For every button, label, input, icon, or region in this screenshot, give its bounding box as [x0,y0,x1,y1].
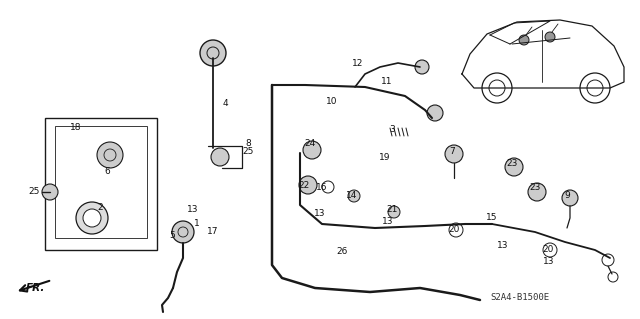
Circle shape [388,206,400,218]
Text: 3: 3 [389,125,395,135]
Text: 20: 20 [542,246,554,255]
Circle shape [445,145,463,163]
Circle shape [42,184,58,200]
Circle shape [97,142,123,168]
Text: 4: 4 [222,99,228,108]
Circle shape [299,176,317,194]
Circle shape [519,35,529,45]
Text: 16: 16 [316,182,328,191]
Text: 15: 15 [486,213,498,222]
Text: 13: 13 [382,218,394,226]
Text: 18: 18 [70,122,82,131]
Text: 2: 2 [97,204,103,212]
Text: 1: 1 [194,219,200,228]
Circle shape [200,40,226,66]
Text: 12: 12 [352,58,364,68]
Text: 5: 5 [169,232,175,241]
Text: 7: 7 [449,147,455,157]
Text: 8: 8 [245,138,251,147]
Text: 22: 22 [298,181,310,189]
Bar [55,126,147,238]
Circle shape [415,60,429,74]
Text: 13: 13 [543,257,555,266]
Circle shape [427,105,443,121]
Text: 23: 23 [529,183,541,192]
Text: 24: 24 [305,138,316,147]
Text: 13: 13 [314,210,326,219]
Text: 13: 13 [497,241,509,249]
Text: 11: 11 [381,78,393,86]
Text: 25: 25 [243,147,253,157]
Text: 23: 23 [506,159,518,167]
Circle shape [172,221,194,243]
Circle shape [545,32,555,42]
Text: 26: 26 [336,248,348,256]
Text: S2A4-B1500E: S2A4-B1500E [490,293,549,302]
Text: 6: 6 [104,167,110,176]
Text: 13: 13 [188,205,199,214]
Circle shape [76,202,108,234]
Circle shape [505,158,523,176]
Circle shape [562,190,578,206]
Text: 10: 10 [326,97,338,106]
Text: 17: 17 [207,227,219,236]
Circle shape [528,183,546,201]
Circle shape [348,190,360,202]
Text: 19: 19 [380,153,391,162]
Text: 25: 25 [28,188,40,197]
Circle shape [211,148,229,166]
Text: 21: 21 [387,205,397,214]
Bar [45,118,157,250]
Text: 20: 20 [448,226,460,234]
Text: 9: 9 [564,191,570,201]
Text: FR.: FR. [26,283,45,293]
Circle shape [303,141,321,159]
Circle shape [83,209,101,227]
Text: 14: 14 [346,191,358,201]
